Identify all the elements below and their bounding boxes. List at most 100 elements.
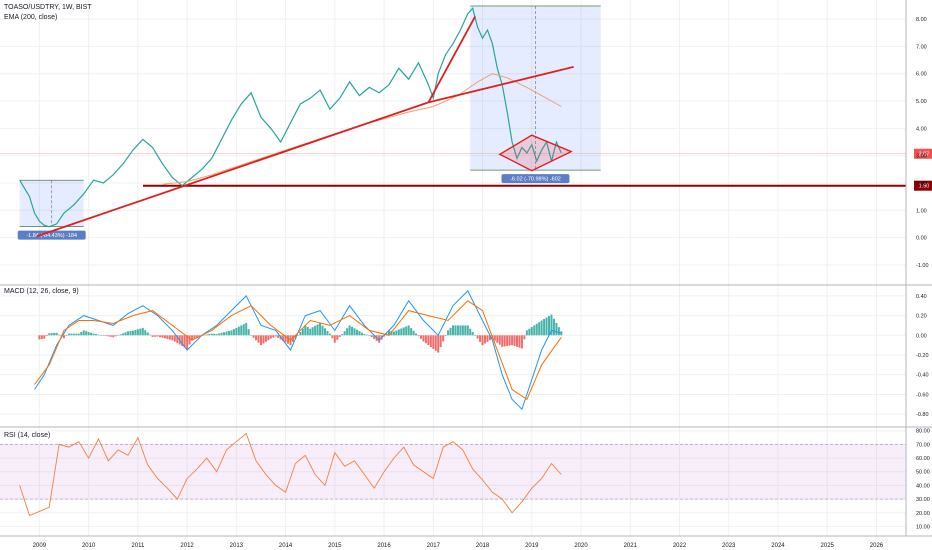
macd-histogram-bar xyxy=(365,334,368,336)
macd-histogram-bar xyxy=(466,325,469,336)
macd-histogram-bar xyxy=(193,335,196,339)
macd-histogram-bar xyxy=(555,322,558,336)
macd-histogram-bar xyxy=(92,333,95,336)
macd-histogram-bar xyxy=(168,335,171,340)
macd-histogram-bar xyxy=(434,335,437,351)
macd-histogram-bar xyxy=(501,335,504,347)
macd-histogram-bar xyxy=(520,335,523,349)
macd-histogram-bar xyxy=(277,335,280,338)
macd-histogram-bar xyxy=(560,331,563,336)
last-price-tag xyxy=(914,148,932,159)
diamond-pattern xyxy=(498,134,573,172)
macd-histogram-bar xyxy=(129,331,132,336)
macd-histogram-bar xyxy=(139,328,142,336)
macd-histogram-bar xyxy=(237,326,240,336)
macd-histogram-bar xyxy=(405,326,408,336)
measure-label-box xyxy=(17,230,86,240)
macd-histogram-bar xyxy=(301,328,304,336)
ema-line xyxy=(162,73,562,185)
macd-histogram-bar xyxy=(341,334,344,336)
macd-histogram-bar xyxy=(535,323,538,336)
macd-histogram-bar xyxy=(156,335,159,337)
trend-line xyxy=(427,15,476,103)
macd-histogram-bar xyxy=(213,333,216,336)
time-tick-label: 2026 xyxy=(870,543,884,549)
macd-histogram-bar xyxy=(112,335,115,338)
time-tick-label: 2011 xyxy=(131,543,145,549)
macd-histogram-bar xyxy=(183,335,186,348)
macd-histogram-bar xyxy=(203,334,206,336)
y-tick-label: 7.00 xyxy=(916,44,927,50)
macd-histogram-bar xyxy=(282,335,285,341)
rsi-pane[interactable] xyxy=(0,432,906,517)
macd-histogram-bar xyxy=(474,335,477,336)
macd-histogram-bar xyxy=(400,328,403,336)
macd-histogram-bar xyxy=(141,327,144,336)
macd-histogram-bar xyxy=(407,325,410,336)
rsi-band xyxy=(0,444,906,500)
macd-histogram-bar xyxy=(444,335,447,336)
macd-histogram-bar xyxy=(319,322,322,336)
macd-histogram-bar xyxy=(75,333,78,336)
macd-histogram-bar xyxy=(87,332,90,336)
macd-legend[interactable]: MACD (12, 26, close, 9) xyxy=(4,288,79,295)
macd-histogram-bar xyxy=(149,334,152,336)
time-tick-label: 2018 xyxy=(476,543,490,549)
y-tick-label: -0.80 xyxy=(916,412,929,418)
macd-histogram-bar xyxy=(348,325,351,336)
y-tick-label: 10.00 xyxy=(916,524,930,530)
y-tick-label: 8.00 xyxy=(916,17,927,23)
macd-histogram-bar xyxy=(124,332,127,336)
y-tick-label: 3.00 xyxy=(916,154,927,160)
measure-label-box xyxy=(501,174,570,184)
time-tick-label: 2010 xyxy=(82,543,96,549)
macd-histogram-bar xyxy=(516,335,519,347)
y-tick-label: -0.20 xyxy=(916,353,929,359)
macd-histogram-bar xyxy=(146,332,149,336)
macd-histogram-bar xyxy=(154,335,157,337)
macd-histogram-bar xyxy=(538,322,541,336)
macd-histogram-bar xyxy=(259,335,262,346)
ema-legend[interactable]: EMA (200, close) xyxy=(4,14,58,21)
macd-histogram-bar xyxy=(395,330,398,336)
macd-histogram-bar xyxy=(70,333,73,336)
rsi-legend[interactable]: RSI (14, close) xyxy=(4,432,51,439)
macd-histogram-bar xyxy=(550,314,553,336)
macd-histogram-bar xyxy=(107,335,110,337)
time-tick-label: 2021 xyxy=(624,543,638,549)
price-pane[interactable]: -1.84 (-84.43%) -184 -6.02 (-70.98%) -602… xyxy=(0,5,932,240)
macd-histogram-bar xyxy=(97,334,100,336)
macd-histogram-bar xyxy=(338,335,341,337)
macd-histogram-bar xyxy=(58,334,61,336)
macd-histogram-bar xyxy=(397,329,400,336)
trend-line xyxy=(428,66,574,104)
macd-histogram-bar xyxy=(122,333,125,336)
macd-histogram-bar xyxy=(442,335,445,342)
macd-histogram-bar xyxy=(323,328,326,336)
macd-histogram-bar xyxy=(506,335,509,346)
macd-histogram-bar xyxy=(245,322,248,336)
macd-histogram-bar xyxy=(144,330,147,336)
macd-histogram-bar xyxy=(72,333,75,336)
macd-histogram-bar xyxy=(240,325,243,336)
macd-histogram-bar xyxy=(402,327,405,336)
macd-histogram-bar xyxy=(102,335,105,336)
macd-histogram-bar xyxy=(326,330,329,336)
y-tick-label: 0.40 xyxy=(916,294,927,300)
macd-histogram-bar xyxy=(63,335,66,339)
time-tick-label: 2012 xyxy=(180,543,194,549)
symbol-legend[interactable]: TOASO/USDTRY, 1W, BIST xyxy=(4,4,92,11)
time-tick-label: 2009 xyxy=(33,543,47,549)
macd-histogram-bar xyxy=(557,327,560,336)
y-tick-label: 0.20 xyxy=(916,314,927,320)
measure-label: -6.02 (-70.98%) -602 xyxy=(510,177,561,183)
macd-pane[interactable] xyxy=(34,290,563,411)
macd-histogram-bar xyxy=(488,335,491,341)
macd-histogram-bar xyxy=(299,332,302,336)
macd-histogram-bar xyxy=(346,328,349,336)
macd-histogram-bar xyxy=(422,335,425,342)
macd-histogram-bar xyxy=(447,330,450,336)
macd-histogram-bar xyxy=(195,335,198,338)
time-tick-label: 2014 xyxy=(279,543,293,549)
